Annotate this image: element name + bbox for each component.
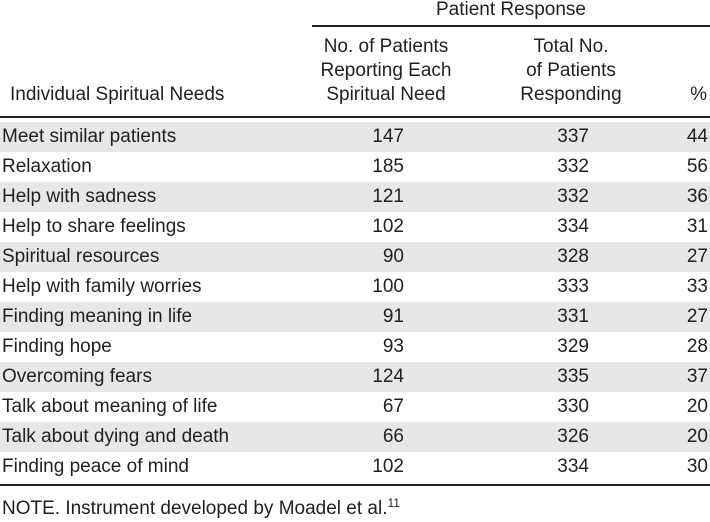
column-header-total: Total No. of Patients Responding bbox=[500, 35, 642, 107]
table-row: Finding meaning in life 91 331 27 bbox=[0, 302, 710, 332]
cell-reporting: 102 bbox=[372, 216, 404, 237]
column-header-reporting-line: Spiritual Need bbox=[326, 84, 446, 105]
cell-total: 331 bbox=[557, 306, 589, 327]
cell-need: Talk about meaning of life bbox=[2, 396, 218, 417]
cell-total: 329 bbox=[557, 336, 589, 357]
table-row: Help with family worries 100 333 33 bbox=[0, 272, 710, 302]
table-note-reference: 11 bbox=[387, 496, 400, 510]
header-rule bbox=[0, 116, 710, 118]
cell-percent: 44 bbox=[686, 126, 708, 147]
table-row: Talk about meaning of life 67 330 20 bbox=[0, 392, 710, 422]
cell-total: 337 bbox=[557, 126, 589, 147]
table-note-text: NOTE. Instrument developed by Moadel et … bbox=[2, 498, 388, 519]
cell-total: 330 bbox=[557, 396, 589, 417]
table-row: Help with sadness 121 332 36 bbox=[0, 182, 710, 212]
cell-percent: 37 bbox=[686, 366, 708, 387]
cell-reporting: 66 bbox=[382, 426, 404, 447]
cell-reporting: 185 bbox=[372, 156, 404, 177]
cell-percent: 27 bbox=[686, 306, 708, 327]
cell-need: Finding hope bbox=[2, 336, 112, 357]
cell-total: 334 bbox=[557, 216, 589, 237]
column-header-reporting-line: Reporting Each bbox=[320, 60, 452, 81]
cell-reporting: 102 bbox=[372, 456, 404, 477]
cell-need: Overcoming fears bbox=[2, 366, 152, 387]
cell-need: Spiritual resources bbox=[2, 246, 160, 267]
column-header-percent: % bbox=[690, 84, 707, 105]
table-row: Finding hope 93 329 28 bbox=[0, 332, 710, 362]
cell-percent: 20 bbox=[686, 396, 708, 417]
cell-need: Help with family worries bbox=[2, 276, 202, 297]
table-row: Talk about dying and death 66 326 20 bbox=[0, 422, 710, 452]
cell-percent: 56 bbox=[686, 156, 708, 177]
cell-need: Talk about dying and death bbox=[2, 426, 230, 447]
cell-reporting: 90 bbox=[382, 246, 404, 267]
cell-need: Help with sadness bbox=[2, 186, 157, 207]
cell-total: 334 bbox=[557, 456, 589, 477]
cell-reporting: 67 bbox=[382, 396, 404, 417]
table-row: Overcoming fears 124 335 37 bbox=[0, 362, 710, 392]
cell-total: 333 bbox=[557, 276, 589, 297]
cell-total: 335 bbox=[557, 366, 589, 387]
cell-reporting: 147 bbox=[372, 126, 404, 147]
cell-percent: 31 bbox=[686, 216, 708, 237]
cell-total: 332 bbox=[557, 186, 589, 207]
cell-need: Finding meaning in life bbox=[2, 306, 193, 327]
footer-rule bbox=[0, 484, 710, 486]
group-header-rule bbox=[312, 25, 710, 27]
table-row: Relaxation 185 332 56 bbox=[0, 152, 710, 182]
table-body: Meet similar patients 147 337 44 Relaxation 1… bbox=[0, 122, 710, 482]
cell-percent: 28 bbox=[686, 336, 708, 357]
cell-reporting: 100 bbox=[372, 276, 404, 297]
cell-percent: 27 bbox=[686, 246, 708, 267]
cell-need: Help to share feelings bbox=[2, 216, 186, 237]
cell-percent: 33 bbox=[686, 276, 708, 297]
cell-reporting: 93 bbox=[382, 336, 404, 357]
table-row: Finding peace of mind 102 334 30 bbox=[0, 452, 710, 482]
column-header-total-line: Responding bbox=[520, 84, 622, 105]
cell-percent: 30 bbox=[686, 456, 708, 477]
cell-total: 332 bbox=[557, 156, 589, 177]
column-header-total-line: of Patients bbox=[526, 60, 616, 81]
cell-reporting: 91 bbox=[382, 306, 404, 327]
table-row: Help to share feelings 102 334 31 bbox=[0, 212, 710, 242]
table-row: Meet similar patients 147 337 44 bbox=[0, 122, 710, 152]
column-header-need: Individual Spiritual Needs bbox=[10, 84, 225, 105]
cell-total: 328 bbox=[557, 246, 589, 267]
cell-need: Meet similar patients bbox=[2, 126, 177, 147]
column-header-total-line: Total No. bbox=[533, 36, 609, 57]
cell-need: Finding peace of mind bbox=[2, 456, 189, 477]
column-header-reporting-line: No. of Patients bbox=[323, 36, 449, 57]
column-header-reporting: No. of Patients Reporting Each Spiritual… bbox=[300, 35, 472, 107]
cell-reporting: 121 bbox=[372, 186, 404, 207]
cell-need: Relaxation bbox=[2, 156, 92, 177]
table-row: Spiritual resources 90 328 27 bbox=[0, 242, 710, 272]
cell-total: 326 bbox=[557, 426, 589, 447]
cell-reporting: 124 bbox=[372, 366, 404, 387]
cell-percent: 20 bbox=[686, 426, 708, 447]
cell-percent: 36 bbox=[686, 186, 708, 207]
group-header-patient-response: Patient Response bbox=[436, 0, 586, 20]
table-note: NOTE. Instrument developed by Moadel et … bbox=[2, 496, 400, 522]
